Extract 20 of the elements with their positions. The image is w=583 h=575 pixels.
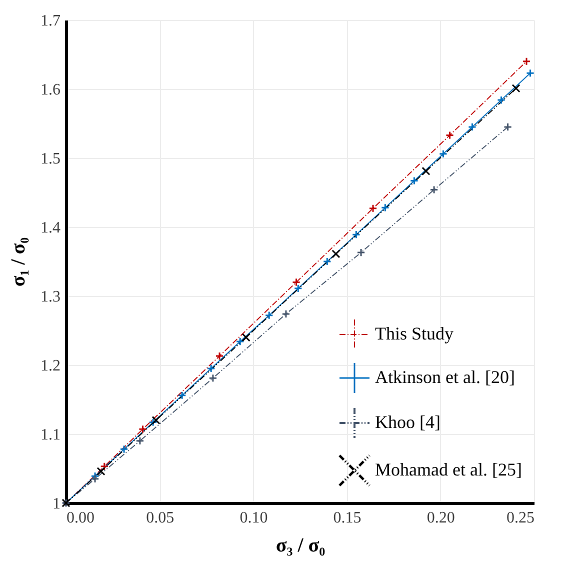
y-tick-label: 1.2 [40, 358, 60, 374]
y-tick-label: 1.6 [40, 82, 60, 98]
y-tick-label: 1.7 [40, 12, 60, 30]
y-tick-label: 1.5 [40, 150, 60, 168]
y-tick-label: 1 [52, 496, 60, 512]
legend-label: Khoo [4] [375, 412, 440, 432]
x-tick-label: 0.20 [426, 510, 455, 526]
y-axis-title: σ₁ / σ₀ [8, 237, 30, 287]
x-tick-label: 0.05 [146, 510, 174, 526]
legend-label: This Study [375, 324, 454, 344]
legend-label: Atkinson et al. [20] [375, 367, 515, 387]
y-tick-label: 1.4 [40, 220, 60, 236]
x-tick-label: 0.25 [506, 510, 534, 526]
x-tick-label: 0.15 [333, 510, 362, 526]
x-tick-label: 0.10 [240, 510, 268, 526]
x-axis-title: σ₃ / σ₀ [276, 534, 326, 556]
x-tick-label: 0.00 [66, 510, 94, 526]
y-tick-label: 1.3 [40, 288, 60, 306]
y-tick-label: 1.1 [40, 426, 60, 444]
legend-label: Mohamad et al. [25] [375, 460, 522, 480]
